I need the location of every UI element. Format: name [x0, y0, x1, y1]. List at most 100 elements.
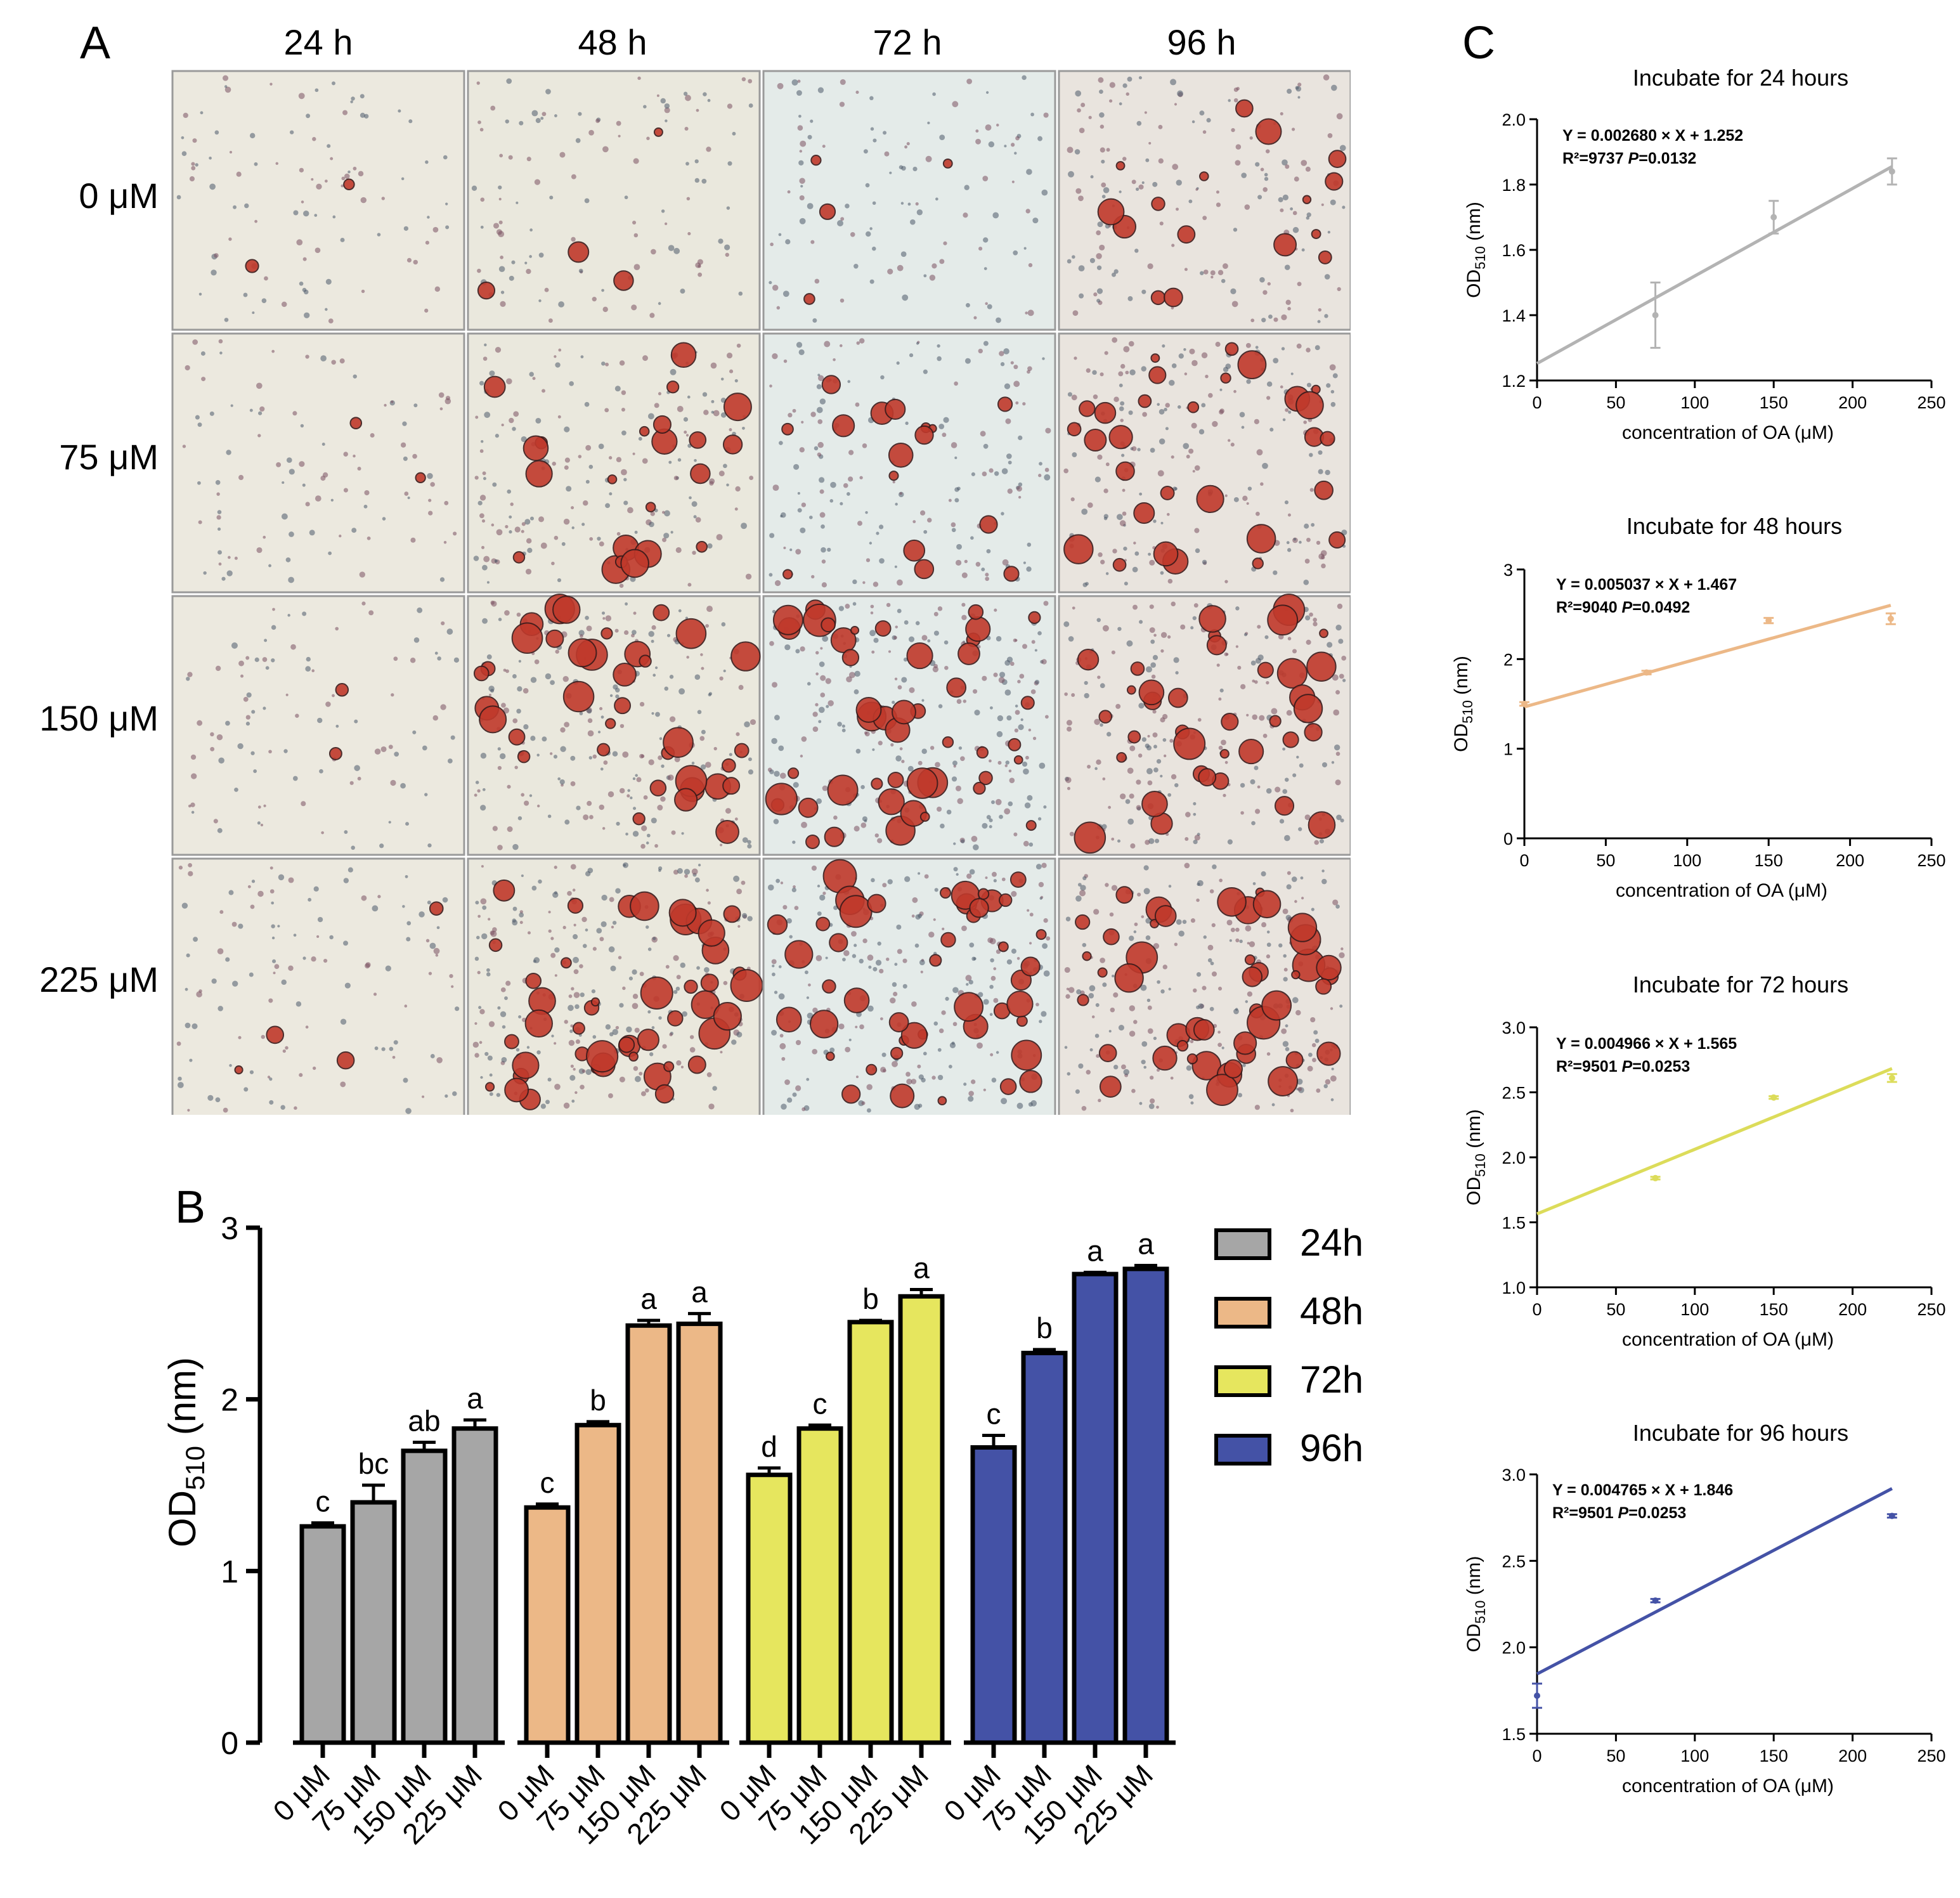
cell-speck — [780, 881, 784, 885]
cell-speck — [1116, 514, 1123, 521]
lipid-droplet — [653, 127, 663, 137]
cell-speck — [942, 927, 945, 930]
cell-speck — [1171, 774, 1177, 780]
cell-speck — [1283, 968, 1288, 972]
cell-speck — [1249, 136, 1253, 140]
cell-speck — [247, 885, 251, 888]
cell-speck — [249, 408, 253, 412]
cell-speck — [391, 693, 394, 697]
cell-speck — [681, 832, 684, 835]
micrograph-cell — [171, 332, 465, 594]
cell-speck — [185, 987, 188, 991]
cell-speck — [923, 274, 927, 278]
cell-speck — [1013, 380, 1020, 387]
cell-speck — [289, 469, 295, 475]
cell-speck — [581, 1069, 586, 1073]
significance-letter: ab — [408, 1404, 440, 1437]
lipid-droplet — [940, 932, 956, 948]
cell-speck — [1122, 488, 1126, 492]
cell-speck — [578, 455, 582, 458]
cell-speck — [505, 524, 509, 529]
cell-speck — [721, 622, 726, 627]
cell-speck — [1089, 985, 1096, 992]
cell-speck — [429, 942, 436, 949]
cell-speck — [1123, 546, 1127, 551]
cell-speck — [815, 672, 819, 676]
cell-speck — [233, 205, 237, 209]
cell-speck — [600, 767, 604, 771]
cell-speck — [1310, 1017, 1316, 1023]
cell-speck — [381, 1047, 386, 1051]
cell-speck — [623, 630, 629, 635]
cell-speck — [218, 562, 222, 566]
cell-speck — [597, 731, 601, 734]
cell-speck — [1035, 864, 1042, 870]
cell-speck — [1137, 448, 1141, 452]
cell-speck — [1176, 207, 1179, 211]
cell-speck — [800, 755, 803, 758]
significance-letter: a — [691, 1275, 708, 1308]
cell-speck — [971, 835, 978, 842]
cell-speck — [1030, 689, 1036, 694]
cell-speck — [748, 769, 754, 775]
regression-data-point — [1888, 1074, 1895, 1081]
cell-speck — [1010, 361, 1014, 365]
cell-speck — [559, 152, 566, 158]
cell-speck — [1156, 1105, 1159, 1109]
cell-speck — [226, 570, 233, 576]
cell-speck — [616, 532, 621, 536]
cell-speck — [344, 982, 351, 989]
cell-speck — [793, 885, 796, 888]
cell-speck — [991, 800, 995, 805]
lipid-droplet — [328, 746, 342, 760]
cell-speck — [1063, 468, 1068, 474]
cell-speck — [817, 885, 821, 888]
cell-speck — [1037, 817, 1042, 821]
cell-speck — [224, 318, 229, 322]
cell-speck — [481, 933, 488, 940]
cell-speck — [633, 611, 637, 615]
cell-speck — [654, 844, 658, 848]
cell-speck — [769, 769, 774, 774]
cell-speck — [301, 801, 306, 807]
cell-speck — [367, 536, 371, 540]
cell-speck — [1015, 705, 1018, 708]
cell-speck — [1153, 744, 1157, 749]
cell-speck — [1330, 199, 1336, 205]
cell-speck — [344, 830, 348, 834]
cell-speck — [573, 956, 580, 963]
cell-speck — [1084, 680, 1088, 686]
cell-speck — [176, 1041, 181, 1046]
cell-speck — [738, 685, 744, 690]
cell-speck — [914, 1103, 921, 1110]
cell-speck — [620, 724, 625, 729]
lipid-droplet — [654, 1084, 675, 1104]
cell-speck — [1178, 930, 1184, 937]
cell-speck — [1336, 113, 1343, 120]
cell-speck — [377, 895, 381, 899]
regression-data-point — [1888, 168, 1895, 175]
cell-speck — [1290, 372, 1294, 375]
cell-speck — [985, 576, 990, 582]
lipid-droplet — [1196, 484, 1224, 514]
cell-speck — [1005, 418, 1011, 424]
cell-speck — [1174, 942, 1178, 946]
cell-speck — [1042, 357, 1045, 360]
cell-speck — [1079, 293, 1084, 299]
cell-speck — [729, 428, 732, 432]
cell-speck — [1037, 136, 1042, 141]
cell-speck — [609, 694, 613, 698]
cell-speck — [648, 630, 654, 637]
cell-speck — [1026, 169, 1032, 175]
cell-speck — [646, 833, 651, 838]
cell-speck — [1141, 366, 1146, 372]
cell-speck — [272, 608, 275, 611]
cell-speck — [905, 421, 909, 426]
cell-speck — [535, 417, 542, 424]
lipid-droplet — [723, 393, 752, 422]
cell-speck — [693, 515, 697, 519]
cell-speck — [615, 888, 621, 894]
cell-speck — [777, 82, 784, 89]
cell-speck — [1190, 918, 1195, 923]
cell-speck — [1016, 1102, 1023, 1109]
